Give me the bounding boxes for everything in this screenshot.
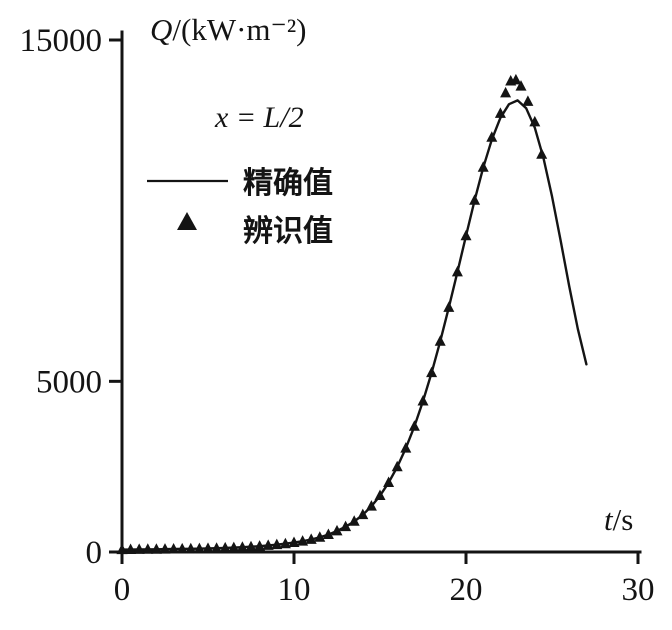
plot-layer [116,73,588,555]
y-tick-label: 0 [86,535,103,571]
identified-value-marker [391,460,403,472]
identified-value-marker [314,531,326,542]
x-tick-label: 30 [622,572,655,608]
x-tick-label: 10 [278,572,311,608]
x-axis-title-units: /s [613,502,634,537]
x-axis-title: t/s [604,502,633,537]
identified-value-marker [408,420,420,431]
identified-value-marker [254,540,266,551]
identified-value-marker [219,541,231,553]
identified-value-marker [443,301,455,312]
identified-value-marker [383,476,395,487]
exact-value-curve [120,99,588,551]
identified-value-marker [271,538,283,550]
annotation-position: x = L/2 [214,101,304,134]
identified-value-marker [400,442,412,453]
x-tick-label: 20 [450,572,483,608]
identified-value-marker [500,86,512,98]
identified-value-marker [193,542,205,554]
identified-value-marker [297,535,309,546]
x-tick-label: 0 [114,572,131,608]
y-axis-title-symbol: Q [150,12,172,47]
identified-value-marker [510,73,522,85]
y-tick-label: 5000 [36,364,102,400]
identified-value-marker [125,543,137,554]
identified-value-marker [348,515,360,526]
identified-value-marker [322,528,334,539]
identified-value-marker [305,533,317,544]
legend: 精确值 辨识值 [147,166,333,249]
identified-value-marker [150,543,162,554]
identified-value-marker [168,543,180,554]
y-axis-title-units: /(kW·m⁻²) [172,12,306,47]
identified-value-marker [460,229,472,241]
identified-value-marker [515,80,527,91]
identified-value-marker [529,115,541,127]
legend-label-identified: 辨识值 [243,214,333,249]
identified-value-marker [202,542,214,553]
identified-value-marker [426,366,438,378]
identified-value-marker [331,524,343,536]
identified-value-marker [522,95,534,106]
identified-value-marker [477,161,489,172]
identified-value-marker [374,489,386,500]
y-tick-label: 15000 [20,23,103,59]
identified-value-marker [211,542,223,553]
identified-value-marker [245,540,257,552]
identified-value-marker [365,500,377,511]
identified-value-marker [133,543,145,554]
identified-value-marker [228,541,240,553]
identified-value-marker [357,508,369,520]
axes-layer: 0 5000 15000 0 10 20 30 [20,23,655,608]
y-axis-title: Q/(kW·m⁻²) [150,12,307,47]
identified-value-marker [279,537,291,549]
identified-value-marker [142,543,154,554]
identified-value-marker [417,395,429,406]
legend-triangle-sample [177,212,197,230]
identified-value-marker [494,107,506,118]
identified-value-marker [469,194,481,205]
identified-value-marker [340,520,352,532]
x-axis-title-symbol: t [604,502,614,537]
identified-value-marker [185,542,197,554]
legend-label-exact: 精确值 [243,166,333,201]
identified-value-marker [159,543,171,554]
identified-value-marker [434,335,446,346]
identified-value-marker [176,542,188,554]
identified-value-marker [262,539,274,550]
axis-spine [120,30,642,554]
identified-value-marker [451,265,463,277]
identified-value-marker [486,131,498,142]
identified-value-marker [236,541,248,552]
identified-value-marker [536,148,548,159]
identified-value-marker [116,543,128,555]
identified-value-marker [288,536,300,547]
